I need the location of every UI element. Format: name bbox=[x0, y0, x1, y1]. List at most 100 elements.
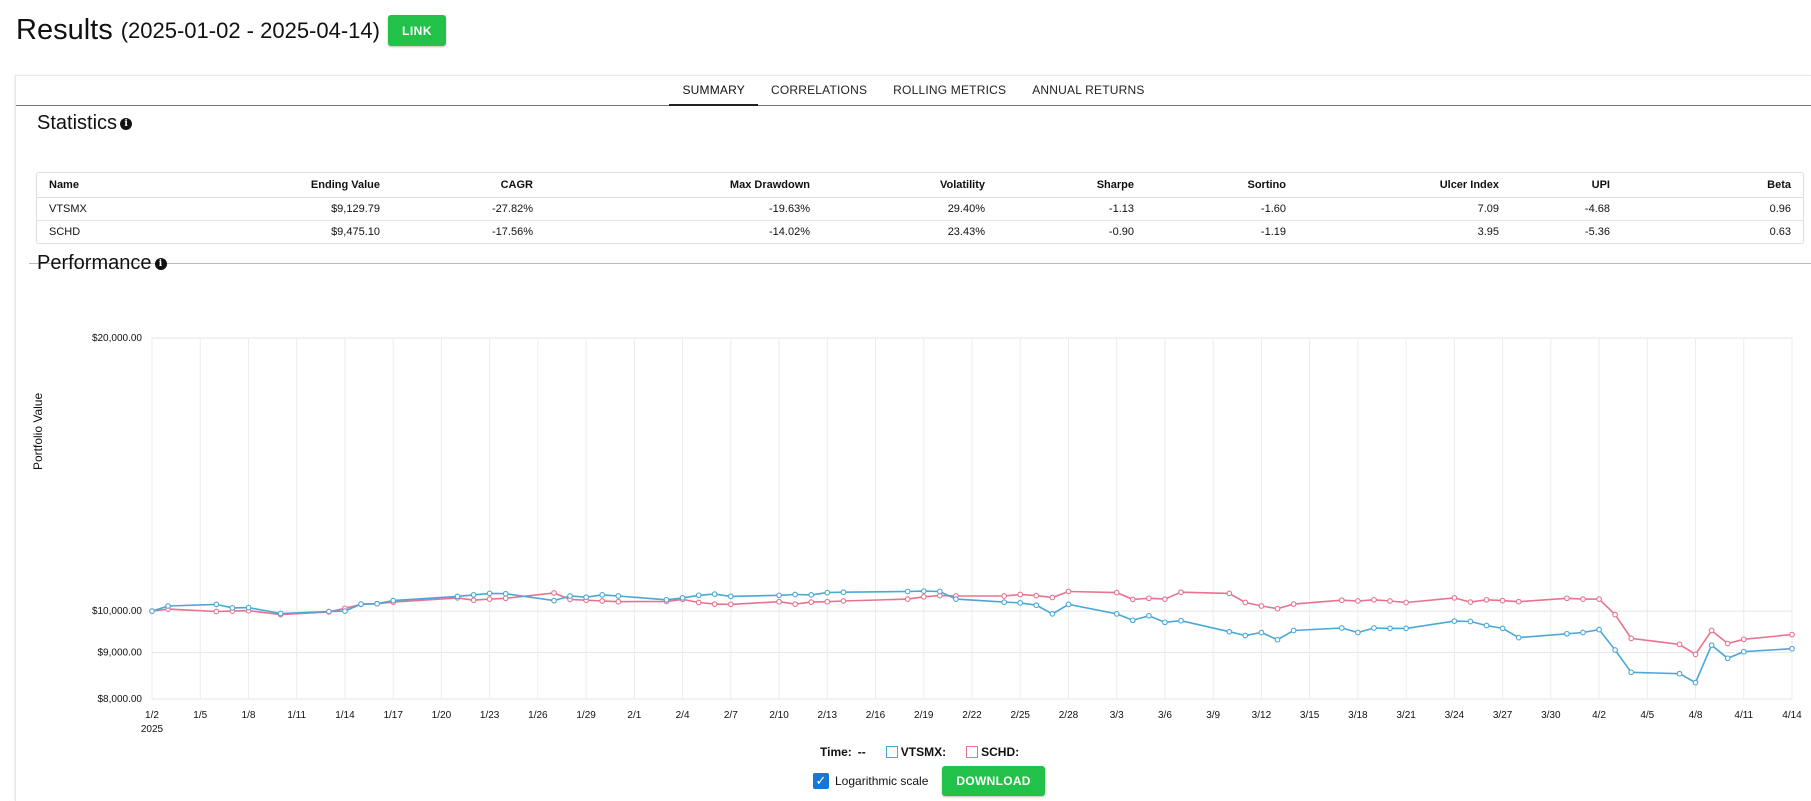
tab-annual-returns[interactable]: ANNUAL RETURNS bbox=[1032, 83, 1145, 97]
data-point bbox=[326, 608, 332, 615]
data-point bbox=[1580, 596, 1586, 602]
legend-swatch bbox=[966, 746, 979, 758]
data-point bbox=[1033, 602, 1040, 609]
column-header: Volatility bbox=[822, 173, 997, 198]
x-tick-label: 1/29 bbox=[576, 710, 596, 721]
data-point bbox=[695, 592, 702, 599]
data-point bbox=[1274, 605, 1281, 612]
data-point bbox=[1580, 629, 1586, 636]
tab-summary[interactable]: SUMMARY bbox=[669, 76, 758, 106]
data-point bbox=[502, 595, 509, 602]
data-point bbox=[1113, 611, 1120, 617]
info-icon[interactable]: i bbox=[154, 257, 167, 270]
data-point bbox=[711, 591, 718, 597]
x-tick-label: 3/24 bbox=[1445, 710, 1465, 721]
column-header: Ending Value bbox=[157, 173, 392, 198]
x-tick-label: 1/8 bbox=[242, 710, 256, 721]
data-point bbox=[1371, 596, 1377, 603]
data-point bbox=[1612, 647, 1618, 653]
data-point bbox=[808, 592, 815, 598]
x-tick-label: 3/6 bbox=[1158, 710, 1172, 721]
tab-correlations[interactable]: CORRELATIONS bbox=[770, 83, 868, 97]
data-point bbox=[1146, 612, 1152, 619]
statistics-title: Statistics bbox=[37, 112, 118, 134]
data-point bbox=[840, 589, 847, 596]
data-point bbox=[1708, 642, 1715, 649]
x-tick-label: 4/5 bbox=[1640, 710, 1654, 721]
date-range: (2025-01-02 - 2025-04-14) bbox=[120, 17, 380, 43]
table-cell: -1.60 bbox=[1146, 197, 1298, 221]
data-point bbox=[1355, 629, 1361, 636]
logarithmic-scale-label[interactable]: Logarithmic scale bbox=[835, 774, 929, 788]
x-tick-label: 3/27 bbox=[1493, 710, 1513, 721]
data-point bbox=[1628, 635, 1635, 642]
legend-time-label: Time: bbox=[820, 745, 852, 759]
table-row: SCHD $9,475.10 -17.56% -14.02% 23.43% -0… bbox=[37, 220, 1803, 243]
y-tick-label: $10,000.00 bbox=[92, 606, 142, 617]
link-button[interactable]: LINK bbox=[387, 15, 446, 46]
data-point bbox=[551, 590, 557, 596]
data-point bbox=[920, 588, 927, 594]
table-cell: 23.43% bbox=[947, 225, 985, 238]
data-point bbox=[1017, 600, 1024, 606]
series-line-schd bbox=[151, 590, 1793, 656]
data-point bbox=[1596, 626, 1602, 633]
x-tick-label: 4/2 bbox=[1592, 710, 1606, 721]
column-header: Max Drawdown bbox=[545, 173, 822, 198]
x-tick-label: 2/16 bbox=[866, 710, 886, 721]
series-points bbox=[149, 588, 1795, 686]
series-line-vtsmx bbox=[151, 590, 1793, 684]
data-point bbox=[1001, 599, 1008, 605]
data-point bbox=[1049, 594, 1056, 601]
x-tick-label: 1/23 bbox=[480, 710, 500, 721]
performance-title: Performance bbox=[37, 252, 152, 274]
data-point bbox=[1129, 596, 1136, 603]
x-tick-label: 3/18 bbox=[1348, 710, 1368, 721]
x-tick-label: 3/15 bbox=[1300, 710, 1320, 721]
data-point bbox=[824, 598, 831, 605]
x-tick-label: 2/22 bbox=[962, 710, 982, 721]
data-point bbox=[1564, 630, 1570, 637]
data-point bbox=[583, 594, 589, 601]
results-card: SUMMARY CORRELATIONS ROLLING METRICS ANN… bbox=[15, 75, 1811, 801]
info-icon[interactable]: i bbox=[120, 117, 133, 130]
legend-item-schd: SCHD: bbox=[966, 745, 1019, 759]
data-point bbox=[213, 601, 220, 608]
tab-rolling-metrics[interactable]: ROLLING METRICS bbox=[893, 83, 1007, 97]
x-tick-label: 1/17 bbox=[383, 710, 403, 721]
page-title: Results bbox=[16, 14, 113, 46]
data-point bbox=[1113, 589, 1120, 596]
x-tick-label: 4/11 bbox=[1734, 710, 1753, 721]
data-point bbox=[486, 596, 493, 602]
legend-time-value: -- bbox=[857, 745, 866, 759]
data-point bbox=[1049, 611, 1056, 617]
download-button[interactable]: DOWNLOAD bbox=[942, 766, 1045, 796]
data-point bbox=[486, 590, 493, 597]
data-point bbox=[1467, 599, 1474, 605]
data-point bbox=[149, 608, 155, 614]
data-point bbox=[502, 590, 509, 597]
table-cell: 0.63 bbox=[1769, 225, 1791, 238]
data-point bbox=[1001, 593, 1008, 599]
performance-chart[interactable]: $8,000.00 $9,000.00 $10,000.00 $20,000.00 1… bbox=[0, 0, 1811, 745]
data-point bbox=[1515, 598, 1522, 605]
data-point bbox=[454, 593, 461, 600]
logarithmic-scale-checkbox[interactable]: ✓ bbox=[813, 773, 829, 789]
data-point bbox=[1483, 622, 1490, 629]
data-point bbox=[1467, 618, 1474, 625]
data-point bbox=[792, 601, 798, 607]
x-axis-ticks: 1/2 1/5 1/8 1/11 1/14 1/17 1/20 1/23 1/26 1/29 2/1… bbox=[141, 710, 1802, 735]
x-tick-label: 1/14 bbox=[335, 710, 355, 721]
x-tick-label: 3/21 bbox=[1396, 710, 1416, 721]
data-point bbox=[599, 598, 606, 604]
data-point bbox=[824, 589, 831, 596]
data-point bbox=[1596, 596, 1602, 602]
data-point bbox=[1628, 669, 1635, 676]
data-point bbox=[615, 593, 622, 599]
data-point bbox=[1178, 617, 1184, 624]
tab-bar: SUMMARY CORRELATIONS ROLLING METRICS ANN… bbox=[16, 76, 1811, 106]
statistics-table: Name Ending Value CAGR Max Drawdown Vola… bbox=[36, 172, 1804, 244]
legend-label: VTSMX: bbox=[900, 745, 947, 759]
data-point bbox=[1789, 645, 1795, 652]
data-point bbox=[374, 600, 380, 607]
